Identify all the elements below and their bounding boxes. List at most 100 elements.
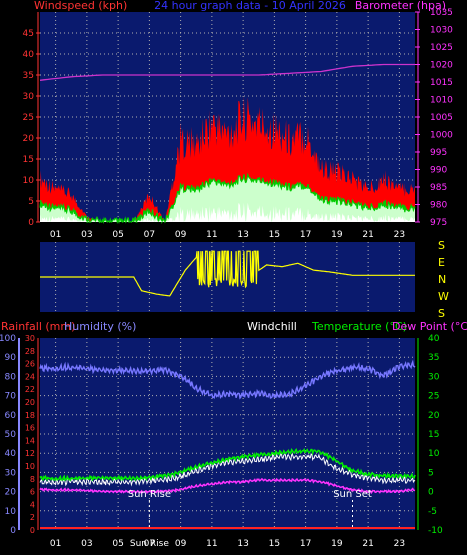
windspeed-tick-45: 45 [23, 29, 34, 39]
hour-label-23: 23 [394, 539, 405, 549]
rainfall-tick-14: 14 [25, 436, 35, 445]
temperature-axis-title: Temperature (°C) [311, 320, 407, 333]
temperature-tick-35: 35 [428, 353, 439, 363]
hour-label-05: 05 [112, 539, 123, 549]
hour-label-17: 17 [300, 539, 311, 549]
hour-label-21: 21 [362, 539, 373, 549]
hour-label-17: 17 [300, 230, 311, 240]
dewpoint-line [39, 477, 416, 495]
rainfall-tick-16: 16 [25, 424, 35, 433]
wind-average-area [40, 174, 415, 222]
temperature-tick-0: 0 [428, 488, 434, 498]
humidity-tick-20: 20 [5, 488, 17, 498]
sun-markers: Sun Rise Sun Set Sun Rise [128, 489, 372, 549]
barometer-tick-990: 990 [430, 166, 447, 176]
rainfall-tick-28: 28 [25, 347, 35, 356]
rainfall-tick-26: 26 [25, 360, 35, 369]
humidity-axis-ticks: 0 10 20 30 40 50 60 70 80 90 100 [0, 334, 20, 536]
barometer-tick-1025: 1025 [430, 43, 453, 53]
direction-label-s-bottom: S [438, 307, 445, 320]
direction-label-w: W [438, 290, 449, 303]
wind-gust-area [40, 96, 415, 222]
top-series [39, 63, 416, 225]
windspeed-tick-0: 0 [28, 218, 34, 228]
windspeed-axis-title: Windspeed (kph) [34, 0, 127, 12]
temperature-tick--10: -10 [428, 526, 443, 536]
top-hour-labels: 01 03 05 07 09 11 13 15 17 19 21 23 [50, 230, 405, 240]
wind-direction-line [40, 250, 415, 297]
temperature-tick-20: 20 [428, 411, 440, 421]
rainfall-tick-0: 0 [30, 526, 35, 535]
direction-label-s-top: S [438, 239, 445, 252]
hour-label-23: 23 [394, 230, 405, 240]
humidity-tick-80: 80 [5, 372, 17, 382]
rainfall-tick-30: 30 [25, 334, 35, 343]
barometer-tick-1005: 1005 [430, 113, 453, 123]
rainfall-axis-title: Rainfall (mm) [1, 320, 75, 333]
hour-label-19: 19 [331, 539, 343, 549]
barometer-tick-1000: 1000 [430, 131, 453, 141]
windspeed-axis-ticks: 0 5 10 15 20 25 30 35 40 45 [23, 12, 40, 228]
barometer-tick-980: 980 [430, 201, 447, 211]
humidity-line [39, 359, 416, 400]
hour-label-01: 01 [50, 230, 61, 240]
rainfall-tick-24: 24 [25, 372, 35, 381]
humidity-tick-50: 50 [5, 430, 17, 440]
hour-label-19: 19 [331, 230, 343, 240]
windspeed-tick-20: 20 [23, 134, 35, 144]
barometer-axis-ticks: 975 980 985 990 995 1000 1005 1010 1015 1020 1025 1… [415, 8, 453, 228]
temperature-tick--5: -5 [428, 507, 437, 517]
hour-label-07: 07 [144, 230, 155, 240]
sunrise-label: Sun Rise [128, 489, 171, 500]
rainfall-tick-10: 10 [25, 462, 35, 471]
rainfall-tick-18: 18 [25, 411, 35, 420]
hour-label-15: 15 [269, 230, 280, 240]
humidity-tick-70: 70 [5, 392, 17, 402]
barometer-axis-title: Barometer (hpa) [355, 0, 446, 12]
temperature-line [39, 447, 416, 482]
rainfall-tick-12: 12 [25, 449, 35, 458]
wind-lull-area [40, 202, 415, 222]
windspeed-tick-15: 15 [23, 155, 34, 165]
sunrise-axis-label: Sun Rise [130, 539, 169, 549]
bottom-hour-labels: 01 03 05 07 09 11 13 15 17 19 21 23 [50, 539, 405, 549]
temperature-tick-30: 30 [428, 372, 440, 382]
hour-label-15: 15 [269, 539, 280, 549]
barometer-tick-985: 985 [430, 183, 447, 193]
hour-label-21: 21 [362, 230, 373, 240]
humidity-tick-0: 0 [10, 526, 16, 536]
humidity-tick-60: 60 [5, 411, 17, 421]
barometer-tick-1030: 1030 [430, 26, 453, 36]
humidity-tick-100: 100 [0, 334, 16, 344]
dewpoint-title: Dew Point (°C) [392, 320, 467, 333]
barometer-tick-1020: 1020 [430, 61, 453, 71]
direction-label-n: N [438, 273, 446, 286]
barometer-line [39, 63, 415, 81]
humidity-tick-90: 90 [5, 353, 17, 363]
rainfall-tick-2: 2 [30, 513, 35, 522]
hour-label-09: 09 [175, 539, 187, 549]
direction-label-e: E [438, 256, 445, 269]
direction-series [40, 250, 415, 297]
windspeed-tick-5: 5 [28, 197, 34, 207]
graph-title: 24 hour graph data - 10 April 2026 [154, 0, 346, 12]
direction-labels: S E N W S [438, 239, 449, 320]
windchill-title: Windchill [247, 320, 297, 333]
windspeed-tick-30: 30 [23, 92, 35, 102]
humidity-axis-title: Humidity (%) [64, 320, 136, 333]
temperature-axis-ticks: -10 -5 0 5 10 15 20 25 30 35 40 [417, 334, 443, 536]
hour-label-11: 11 [206, 230, 217, 240]
humidity-tick-10: 10 [5, 507, 17, 517]
hour-label-09: 09 [175, 230, 187, 240]
hour-label-07: 07 [144, 539, 155, 549]
temperature-tick-40: 40 [428, 334, 440, 344]
temperature-tick-15: 15 [428, 430, 439, 440]
rainfall-tick-20: 20 [25, 398, 35, 407]
hour-label-05: 05 [112, 230, 123, 240]
temperature-tick-5: 5 [428, 468, 434, 478]
rainfall-tick-6: 6 [30, 488, 35, 497]
bottom-series [39, 359, 416, 529]
windspeed-tick-10: 10 [23, 176, 35, 186]
